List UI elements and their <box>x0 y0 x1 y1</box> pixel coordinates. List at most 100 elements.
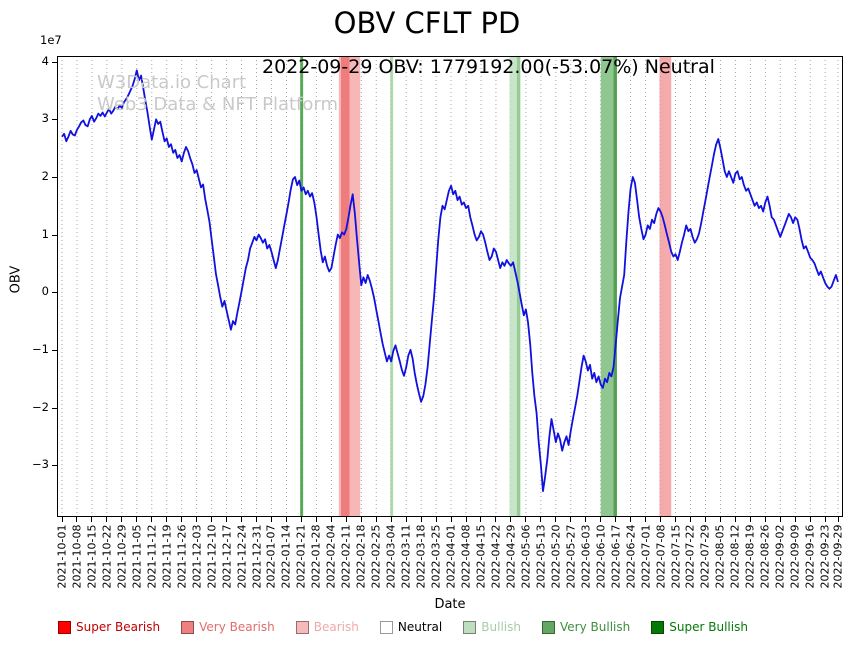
legend-label: Very Bearish <box>199 620 275 634</box>
x-tick-label: 2022-03-18 <box>414 524 428 588</box>
legend-label: Bearish <box>313 620 359 634</box>
legend-item: Neutral <box>379 620 442 634</box>
legend-item: Super Bullish <box>651 620 748 634</box>
y-tick-label: −2 <box>32 399 49 414</box>
x-tick-label: 2022-07-01 <box>639 524 653 588</box>
axes-spine <box>57 56 843 517</box>
watermark-line2: Web3 Data & NFT Platform <box>97 94 339 115</box>
x-tick-label: 2022-09-02 <box>773 524 787 588</box>
x-tick-mark <box>630 517 632 522</box>
x-tick-label: 2022-06-10 <box>594 524 608 588</box>
x-tick-mark <box>660 517 662 522</box>
x-tick-label: 2022-08-05 <box>713 524 727 588</box>
x-tick-label: 2021-12-10 <box>205 524 219 588</box>
legend-swatch <box>295 620 309 634</box>
chart-title: OBV CFLT PD <box>333 6 521 40</box>
x-tick-label: 2022-04-08 <box>459 524 473 588</box>
x-tick-mark <box>585 517 587 522</box>
x-tick-label: 2022-01-14 <box>279 524 293 588</box>
legend-swatch <box>651 620 665 634</box>
y-tick-mark <box>52 292 57 294</box>
y-tick-mark <box>52 119 57 121</box>
x-tick-mark <box>315 517 317 522</box>
x-tick-mark <box>645 517 647 522</box>
x-tick-mark <box>435 517 437 522</box>
legend-item: Very Bearish <box>181 620 275 634</box>
x-tick-mark <box>121 517 123 522</box>
x-tick-label: 2022-08-26 <box>758 524 772 588</box>
signal-band-very-bearish <box>340 56 350 517</box>
x-tick-label: 2022-01-21 <box>294 524 308 588</box>
y-tick-mark <box>52 61 57 63</box>
y-tick-label: −1 <box>32 341 49 356</box>
x-tick-label: 2022-06-03 <box>579 524 593 588</box>
x-tick-mark <box>764 517 766 522</box>
x-tick-label: 2022-09-09 <box>788 524 802 588</box>
x-tick-label: 2022-03-04 <box>384 524 398 588</box>
x-tick-label: 2021-12-03 <box>190 524 204 588</box>
y-tick-mark <box>52 407 57 409</box>
x-tick-mark <box>704 517 706 522</box>
legend-item: Bearish <box>295 620 359 634</box>
x-tick-mark <box>390 517 392 522</box>
x-tick-label: 2022-02-18 <box>354 524 368 588</box>
x-tick-label: 2022-03-11 <box>399 524 413 588</box>
x-tick-mark <box>749 517 751 522</box>
x-tick-label: 2021-10-22 <box>100 524 114 588</box>
x-tick-mark <box>256 517 258 522</box>
y-tick-label: 2 <box>41 169 49 183</box>
x-tick-label: 2022-07-08 <box>654 524 668 588</box>
x-tick-mark <box>375 517 377 522</box>
y-tick-mark <box>52 465 57 467</box>
plot-area: W3Data.io Chart Web3 Data & NFT Platform… <box>57 56 843 517</box>
x-tick-mark <box>270 517 272 522</box>
signal-band-very-bullish <box>300 56 304 517</box>
x-tick-label: 2022-05-27 <box>564 524 578 588</box>
x-tick-mark <box>540 517 542 522</box>
x-tick-label: 2022-09-29 <box>831 524 845 588</box>
x-tick-mark <box>226 517 228 522</box>
x-tick-mark <box>480 517 482 522</box>
y-tick-label: 4 <box>41 53 49 68</box>
legend: Super Bearish Very Bearish Bearish Neutral B… <box>58 620 748 634</box>
x-tick-label: 2021-12-17 <box>220 524 234 588</box>
x-tick-mark <box>450 517 452 522</box>
signal-band-very-bearish <box>659 56 672 517</box>
x-tick-mark <box>794 517 796 522</box>
x-tick-mark <box>91 517 93 522</box>
x-tick-label: 2022-04-01 <box>444 524 458 588</box>
x-tick-mark <box>166 517 168 522</box>
obv-line <box>61 69 839 493</box>
y-tick-label: 3 <box>41 111 49 126</box>
x-tick-mark <box>106 517 108 522</box>
x-tick-mark <box>779 517 781 522</box>
x-tick-label: 2022-07-15 <box>669 524 682 588</box>
x-tick-label: 2022-08-19 <box>743 524 757 588</box>
x-tick-mark <box>420 517 422 522</box>
x-tick-label: 2021-12-31 <box>250 524 263 588</box>
x-tick-mark <box>689 517 691 522</box>
x-tick-mark <box>285 517 287 522</box>
x-tick-mark <box>809 517 811 522</box>
x-tick-label: 2022-02-04 <box>324 524 338 588</box>
x-tick-label: 2022-04-15 <box>474 524 488 588</box>
x-tick-label: 2022-07-29 <box>698 524 712 588</box>
x-tick-label: 2022-05-20 <box>549 524 563 588</box>
x-tick-mark <box>181 517 183 522</box>
obv-line-chart <box>57 56 843 517</box>
y-tick-mark <box>52 234 57 236</box>
x-tick-mark <box>495 517 497 522</box>
x-tick-mark <box>211 517 213 522</box>
y-axis-multiplier: 1e7 <box>40 33 62 47</box>
x-tick-label: 2022-09-23 <box>818 524 832 588</box>
x-tick-label: 2021-10-15 <box>85 524 99 588</box>
x-tick-mark <box>675 517 677 522</box>
x-tick-mark <box>300 517 302 522</box>
x-tick-mark <box>76 517 78 522</box>
x-tick-label: 2022-05-13 <box>534 524 548 588</box>
x-tick-label: 2021-10-01 <box>55 524 69 588</box>
legend-swatch <box>181 620 195 634</box>
x-tick-label: 2022-02-25 <box>369 524 383 588</box>
y-tick-label: −3 <box>32 457 49 472</box>
legend-item: Super Bearish <box>58 620 160 634</box>
